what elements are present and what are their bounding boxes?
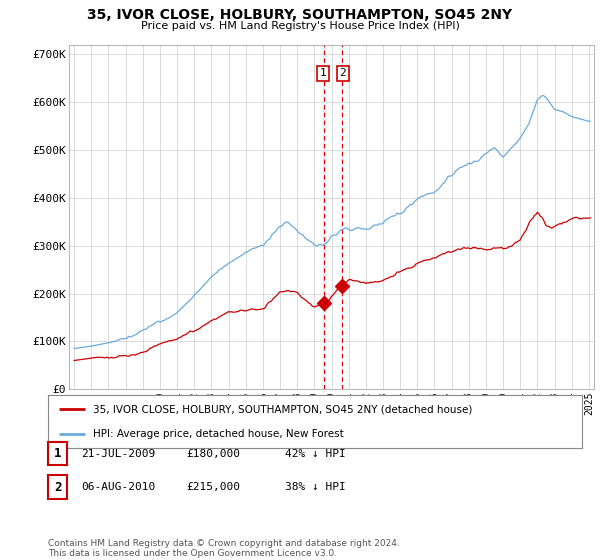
Text: £180,000: £180,000 — [186, 449, 240, 459]
Text: 2: 2 — [340, 68, 346, 78]
Text: Price paid vs. HM Land Registry's House Price Index (HPI): Price paid vs. HM Land Registry's House … — [140, 21, 460, 31]
Bar — [341, 45, 343, 389]
Text: 35, IVOR CLOSE, HOLBURY, SOUTHAMPTON, SO45 2NY: 35, IVOR CLOSE, HOLBURY, SOUTHAMPTON, SO… — [88, 8, 512, 22]
Text: 1: 1 — [54, 447, 61, 460]
Text: 2: 2 — [54, 480, 61, 494]
Text: 1: 1 — [320, 68, 326, 78]
Text: 35, IVOR CLOSE, HOLBURY, SOUTHAMPTON, SO45 2NY (detached house): 35, IVOR CLOSE, HOLBURY, SOUTHAMPTON, SO… — [94, 404, 473, 414]
Text: 42% ↓ HPI: 42% ↓ HPI — [285, 449, 346, 459]
Text: 21-JUL-2009: 21-JUL-2009 — [81, 449, 155, 459]
Text: 38% ↓ HPI: 38% ↓ HPI — [285, 482, 346, 492]
Text: 06-AUG-2010: 06-AUG-2010 — [81, 482, 155, 492]
Text: Contains HM Land Registry data © Crown copyright and database right 2024.
This d: Contains HM Land Registry data © Crown c… — [48, 539, 400, 558]
Text: £215,000: £215,000 — [186, 482, 240, 492]
Text: HPI: Average price, detached house, New Forest: HPI: Average price, detached house, New … — [94, 428, 344, 438]
Bar — [323, 45, 325, 389]
